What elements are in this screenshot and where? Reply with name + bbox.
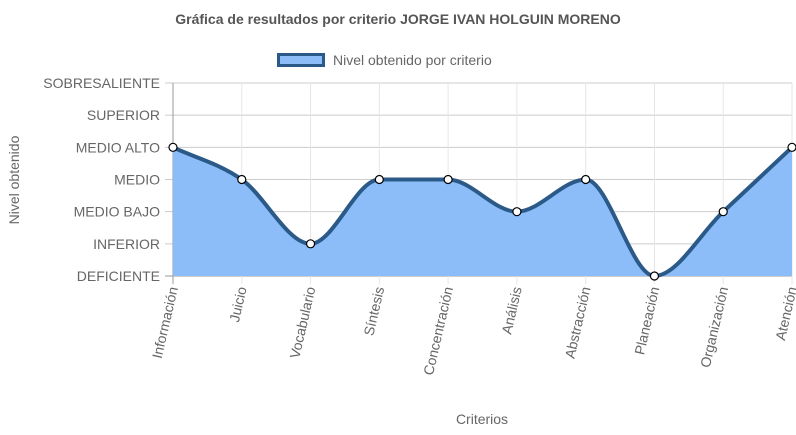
x-tick-label: Planeación (631, 285, 662, 356)
legend[interactable]: Nivel obtenido por criterio (277, 52, 492, 68)
y-tick-label: SOBRESALIENTE (43, 75, 160, 91)
y-axis-title: Nivel obtenido (6, 135, 22, 225)
y-tick-label: SUPERIOR (87, 107, 160, 123)
legend-swatch (277, 53, 325, 67)
y-tick-label: MEDIO BAJO (74, 204, 160, 220)
data-point (305, 239, 316, 249)
y-tick-label: DEFICIENTE (77, 268, 160, 284)
y-tick-label: MEDIO ALTO (76, 139, 160, 155)
chart-title: Gráfica de resultados por criterio JORGE… (175, 11, 621, 27)
y-tick-label: INFERIOR (93, 236, 160, 252)
x-tick-label: Vocabulario (286, 285, 318, 360)
x-tick-label: Información (149, 285, 181, 360)
x-tick-label: Síntesis (360, 285, 387, 337)
x-tick-label: Concentración (420, 285, 456, 377)
x-tick-label: Organización (697, 285, 731, 369)
data-point (787, 142, 796, 152)
data-point (237, 174, 247, 185)
data-point (718, 207, 728, 217)
x-tick-label: Abstracción (562, 285, 594, 360)
series-line (172, 145, 794, 278)
data-point (168, 142, 178, 152)
legend-label: Nivel obtenido por criterio (333, 52, 492, 68)
data-point (512, 207, 522, 217)
y-tick-label: MEDIO (114, 172, 160, 188)
x-axis-title: Criterios (455, 411, 509, 427)
x-tick-label: Juicio (226, 285, 250, 324)
data-point (374, 174, 384, 185)
x-tick-label: Atención (772, 285, 796, 342)
x-tick-label: Análisis (498, 285, 524, 336)
data-point (581, 174, 591, 185)
series-area (173, 147, 792, 276)
data-point (443, 174, 453, 185)
data-point (649, 271, 660, 281)
